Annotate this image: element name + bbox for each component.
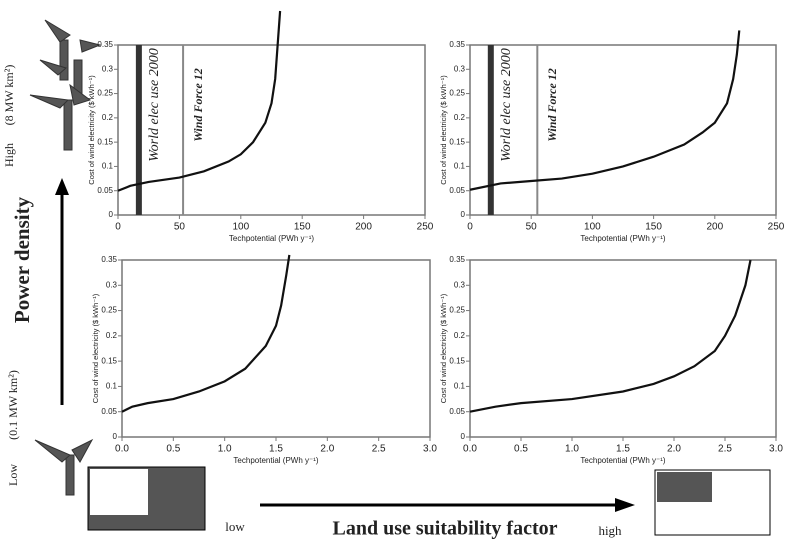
y-tick-label: 0.05 (97, 186, 113, 195)
x-tick-label: 1.0 (565, 444, 579, 455)
curve (469, 259, 752, 413)
x-tick-label: 0.0 (463, 444, 477, 455)
high-label: high (598, 523, 622, 538)
x-tick-label: 200 (706, 222, 723, 233)
turbine-icons-low (34, 438, 94, 496)
y-tick-label: 0.25 (97, 89, 113, 98)
y-tick-label: 0.05 (101, 407, 117, 416)
y-tick-label: 0.35 (449, 40, 465, 49)
x-tick-label: 250 (417, 222, 434, 233)
plot-area (121, 259, 431, 438)
x-tick-label: 2.0 (320, 444, 334, 455)
land-box-inner (657, 472, 712, 502)
y-tick-label: 0.3 (102, 64, 114, 73)
y-tick-label: 0 (461, 210, 466, 219)
arrow-head (615, 498, 635, 512)
high-density-value: (8 MW km²) (2, 65, 16, 126)
y-tick-label: 0.1 (106, 382, 118, 391)
annotation-label: World elec use 2000 (147, 48, 162, 161)
x-tick-label: 50 (174, 222, 186, 233)
x-tick-label: 3.0 (769, 444, 783, 455)
annotation-label: Wind Force 12 (191, 68, 205, 142)
y-tick-label: 0.2 (102, 113, 114, 122)
x-axis-label: Techpotential (PWh y⁻¹) (580, 234, 665, 243)
x-tick-label: 100 (232, 222, 249, 233)
plot-area (469, 44, 777, 216)
low-density-value: (0.1 MW km²) (6, 370, 20, 440)
plot-area (117, 44, 426, 216)
curve (121, 254, 291, 413)
y-tick-label: 0.15 (101, 356, 117, 365)
x-tick-label: 0 (467, 222, 473, 233)
y-axis-label: Cost of wind electricity ($ kWh⁻¹) (439, 293, 448, 403)
plot-area (469, 259, 777, 438)
y-tick-label: 0.05 (449, 186, 465, 195)
y-axis-label: Cost of wind electricity ($ kWh⁻¹) (439, 75, 448, 185)
y-tick-label: 0.1 (454, 162, 466, 171)
x-tick-label: 0.5 (514, 444, 528, 455)
x-tick-label: 150 (294, 222, 311, 233)
x-tick-label: 50 (526, 222, 538, 233)
y-tick-label: 0.15 (449, 356, 465, 365)
y-tick-label: 0.25 (101, 306, 117, 315)
y-tick-label: 0.2 (106, 331, 118, 340)
x-tick-label: 1.5 (269, 444, 283, 455)
x-tick-label: 2.5 (372, 444, 386, 455)
y-tick-label: 0 (113, 432, 118, 441)
y-tick-label: 0.35 (97, 40, 113, 49)
y-axis-label: Cost of wind electricity ($ kWh⁻¹) (91, 293, 100, 403)
x-tick-label: 2.5 (718, 444, 732, 455)
x-tick-label: 200 (355, 222, 372, 233)
y-tick-label: 0.15 (97, 137, 113, 146)
x-tick-label: 250 (768, 222, 785, 233)
y-tick-label: 0.3 (454, 64, 466, 73)
annotation-label: Wind Force 12 (545, 68, 559, 142)
x-tick-label: 150 (645, 222, 662, 233)
x-tick-label: 0.0 (115, 444, 129, 455)
y-tick-label: 0.05 (449, 407, 465, 416)
x-tick-label: 1.0 (218, 444, 232, 455)
y-tick-label: 0.35 (449, 255, 465, 264)
y-tick-label: 0.15 (449, 137, 465, 146)
x-tick-label: 0.5 (166, 444, 180, 455)
x-axis-title: Land use suitability factor (332, 518, 557, 540)
land-box-inner (90, 469, 148, 515)
arrow-head (55, 178, 69, 195)
high-density: High (2, 143, 16, 167)
y-tick-label: 0.2 (454, 113, 466, 122)
turbine-icons-high (29, 19, 102, 151)
y-tick-label: 0.3 (454, 280, 466, 289)
y-tick-label: 0.25 (449, 306, 465, 315)
low-density: Low (6, 464, 20, 486)
y-tick-label: 0.3 (106, 280, 118, 289)
y-tick-label: 0.35 (101, 255, 117, 264)
curve (469, 30, 741, 191)
y-tick-label: 0.25 (449, 89, 465, 98)
y-tick-label: 0.1 (102, 162, 114, 171)
annotation-label: World elec use 2000 (499, 48, 514, 161)
x-axis-label: Techpotential (PWh y⁻¹) (233, 456, 318, 465)
x-tick-label: 3.0 (423, 444, 437, 455)
curve (117, 10, 282, 192)
x-tick-label: 100 (584, 222, 601, 233)
x-tick-label: 2.0 (667, 444, 681, 455)
x-axis-label: Techpotential (PWh y⁻¹) (580, 456, 665, 465)
low-label: low (225, 519, 245, 534)
x-tick-label: 1.5 (616, 444, 630, 455)
y-tick-label: 0.1 (454, 382, 466, 391)
y-axis-label: Cost of wind electricity ($ kWh⁻¹) (87, 75, 96, 185)
y-axis-title: Power density (10, 196, 34, 323)
y-tick-label: 0 (461, 432, 466, 441)
x-tick-label: 0 (115, 222, 121, 233)
y-tick-label: 0.2 (454, 331, 466, 340)
y-tick-label: 0 (109, 210, 114, 219)
x-axis-label: Techpotential (PWh y⁻¹) (229, 234, 314, 243)
